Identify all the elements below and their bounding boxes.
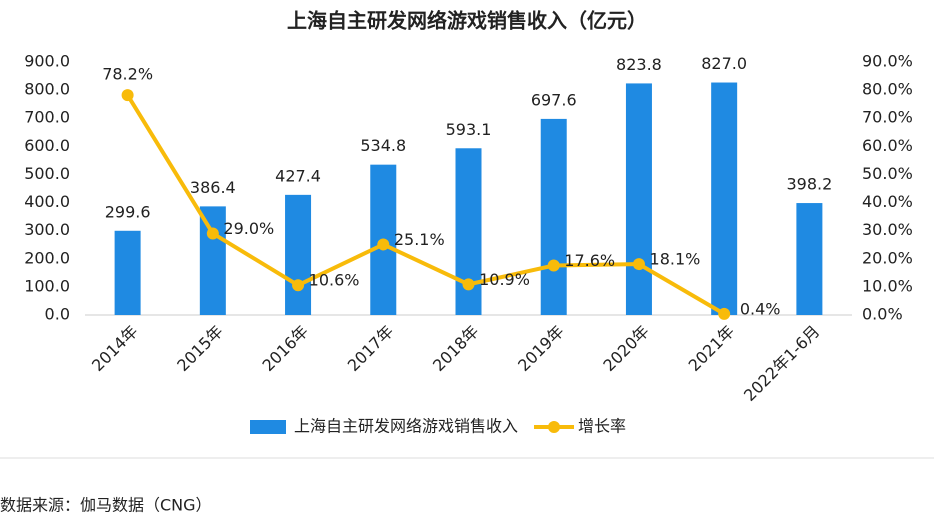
line-point (121, 89, 134, 102)
bar-value-label: 593.1 (446, 120, 492, 139)
bar-value-label: 427.4 (275, 166, 321, 185)
y-tick-label: 600.0 (24, 136, 70, 155)
bar-value-label: 823.8 (616, 55, 662, 74)
legend-swatch (250, 420, 286, 434)
y-tick-label: 200.0 (24, 248, 70, 267)
line-point (632, 258, 645, 271)
y2-tick-label: 60.0% (862, 136, 913, 155)
line-point (718, 307, 731, 320)
line-value-label: 29.0% (223, 219, 274, 238)
bar (199, 206, 226, 315)
line (125, 94, 726, 316)
y-tick-label: 800.0 (24, 80, 70, 99)
source: 数据来源：伽马数据（CNG） (0, 496, 212, 515)
line-value-label: 10.6% (309, 271, 360, 290)
line-point (547, 259, 560, 272)
line-point (462, 278, 475, 291)
line-value-label: 17.6% (564, 251, 615, 270)
x-tick-label: 2018年 (429, 322, 483, 376)
x-tick-label: 2019年 (514, 322, 568, 376)
line-value-label: 18.1% (650, 250, 701, 269)
x-tick-label: 2014年 (88, 322, 142, 376)
y-tick-label: 0.0 (45, 305, 70, 324)
legend-label: 上海自主研发网络游戏销售收入 (294, 417, 518, 436)
y-tick-label: 400.0 (24, 192, 70, 211)
bar (114, 230, 141, 315)
line-value-label: 0.4% (740, 299, 781, 318)
y-tick-label: 300.0 (24, 220, 70, 239)
legend-label: 增长率 (578, 417, 626, 436)
bar (625, 83, 652, 315)
bar-value-label: 697.6 (531, 90, 577, 109)
x-tick-label: 2016年 (259, 322, 313, 376)
y-tick-label: 900.0 (24, 52, 70, 71)
x-tick-label: 2022年1-6月 (740, 322, 823, 405)
y-tick-label: 500.0 (24, 164, 70, 183)
line-point (206, 227, 219, 240)
y2-tick-label: 30.0% (862, 220, 913, 239)
y2-tick-label: 0.0% (862, 305, 903, 324)
bar-value-label: 386.4 (190, 178, 236, 197)
bar-value-label: 534.8 (360, 136, 406, 155)
bar-value-label: 827.0 (701, 54, 747, 73)
bar (711, 82, 738, 315)
y2-tick-label: 80.0% (862, 80, 913, 99)
y2-tick-label: 50.0% (862, 164, 913, 183)
bar (540, 118, 567, 316)
bar-value-label: 398.2 (786, 175, 832, 194)
line-value-label: 10.9% (479, 270, 530, 289)
bar (285, 194, 312, 315)
y2-tick-label: 20.0% (862, 248, 913, 267)
y2-tick-label: 10.0% (862, 276, 913, 295)
chart-title: 上海自主研发网络游戏销售收入（亿元） (287, 9, 647, 33)
x-tick-label: 2017年 (344, 322, 398, 376)
line-value-label: 78.2% (102, 65, 153, 84)
line-point (292, 279, 305, 292)
y2-tick-label: 90.0% (862, 52, 913, 71)
line-value-label: 25.1% (394, 230, 445, 249)
y-tick-label: 100.0 (24, 276, 70, 295)
x-tick-label: 2021年 (685, 322, 739, 376)
y2-tick-label: 40.0% (862, 192, 913, 211)
bar-value-label: 299.6 (105, 202, 151, 221)
bar (796, 203, 823, 315)
y2-tick-label: 70.0% (862, 108, 913, 127)
legend-swatch (548, 421, 561, 433)
y-tick-label: 700.0 (24, 108, 70, 127)
line-point (377, 238, 390, 251)
x-tick-label: 2015年 (173, 322, 227, 376)
x-tick-label: 2020年 (599, 322, 653, 376)
